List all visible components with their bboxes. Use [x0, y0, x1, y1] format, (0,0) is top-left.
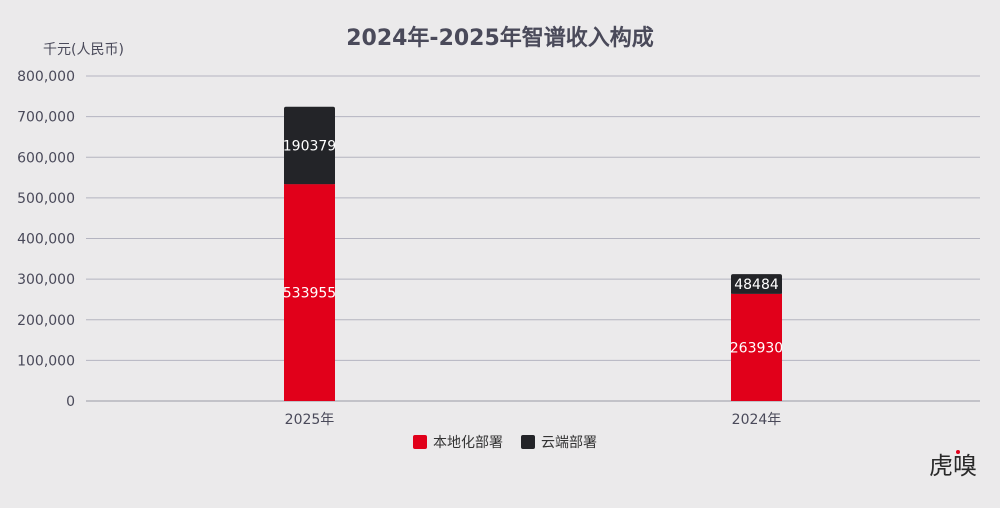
watermark-logo: 虎嗅	[929, 450, 977, 480]
watermark-text: 虎嗅	[929, 452, 977, 480]
bar-segment	[731, 293, 782, 401]
legend-label: 本地化部署	[433, 435, 503, 451]
bars: 533955 190379 263930 48484	[283, 106, 783, 401]
data-label: 533955	[283, 286, 336, 302]
y-tick-label: 700,000	[17, 110, 75, 126]
bar-segment	[284, 106, 335, 185]
data-label: 48484	[734, 277, 779, 293]
legend-label: 云端部署	[541, 435, 597, 451]
watermark-accent-dot	[956, 450, 960, 454]
legend-swatch	[413, 435, 427, 449]
y-tick-label: 800,000	[17, 69, 75, 85]
legend: 本地化部署 云端部署	[413, 435, 597, 451]
y-tick-label: 0	[66, 394, 75, 410]
gridlines	[86, 75, 980, 402]
y-tick-label: 500,000	[17, 191, 75, 207]
y-tick-label: 200,000	[17, 313, 75, 329]
x-axis-ticks: 2025年 2024年	[285, 412, 782, 428]
bar-segment-base	[731, 289, 782, 294]
chart-title: 2024年-2025年智谱收入构成	[346, 25, 654, 51]
data-label: 190379	[283, 138, 336, 154]
y-axis-ticks: 0 100,000 200,000 300,000 400,000 500,000 600,…	[17, 69, 75, 410]
y-tick-label: 400,000	[17, 232, 75, 248]
y-axis-unit-label: 千元(人民币)	[43, 42, 124, 58]
data-label: 263930	[730, 340, 783, 356]
bar-segment	[731, 274, 782, 294]
legend-swatch	[521, 435, 535, 449]
bar-segment-base	[284, 180, 335, 185]
y-tick-label: 100,000	[17, 353, 75, 369]
x-tick-label: 2025年	[285, 412, 335, 428]
x-tick-label: 2024年	[732, 412, 782, 428]
bar-segment	[284, 184, 335, 401]
y-tick-label: 300,000	[17, 272, 75, 288]
y-tick-label: 600,000	[17, 150, 75, 166]
